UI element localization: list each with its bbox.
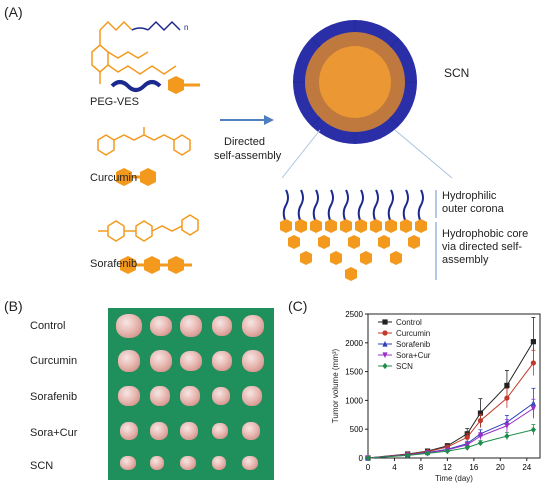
scn-label: SCN — [444, 66, 470, 80]
chart-x-axis-label: Time (day) — [435, 474, 473, 483]
arrow-label-line-1: Directed — [224, 136, 265, 148]
data-point-scn — [365, 454, 371, 462]
tumor-row-label-control: Control — [30, 320, 66, 332]
x-tick-label: 4 — [392, 463, 397, 472]
hydrophobic-label-line-1: Hydrophobic core — [442, 228, 529, 240]
curcumin-label: Curcumin — [90, 172, 138, 184]
panel-c-label: (C) — [288, 298, 308, 314]
y-tick-label: 1500 — [345, 368, 363, 377]
curcumin-cartoon-ring-2 — [140, 168, 156, 186]
x-tick-label: 20 — [496, 463, 505, 472]
x-tick-label: 0 — [366, 463, 371, 472]
legend-label-sorafenib: Sorafenib — [396, 340, 431, 349]
panel-b-label: (B) — [4, 298, 23, 314]
tumor-photo — [108, 308, 274, 480]
series-line-scn — [367, 429, 534, 459]
series-line-curcumin — [367, 362, 534, 459]
curcumin-structure — [97, 127, 191, 156]
legend-label-control: Control — [396, 318, 422, 327]
series-line-sorafenib — [367, 402, 534, 459]
chart-y-axis-label: Tumor volume (mm³) — [331, 348, 340, 423]
data-point-control — [504, 382, 510, 389]
data-point-curcumin — [504, 395, 510, 401]
legend-marker-sora-cur — [382, 352, 388, 359]
arrow-label-line-2: self-assembly — [214, 150, 282, 162]
y-tick-label: 2000 — [345, 339, 363, 348]
sorafenib-structure — [98, 214, 199, 242]
data-point-curcumin — [530, 360, 536, 366]
sorafenib-cartoon-ring-3 — [168, 256, 184, 274]
y-tick-label: 2500 — [345, 310, 363, 319]
scn-nanoparticle — [293, 20, 417, 144]
y-tick-label: 0 — [359, 454, 364, 463]
legend-label-curcumin: Curcumin — [396, 329, 430, 338]
panel-a-label: (A) — [4, 4, 23, 20]
peg-ves-cartoon-ring — [168, 76, 184, 94]
legend-marker-control — [382, 319, 388, 325]
hydrophobic-label-line-3: assembly — [442, 254, 489, 266]
legend-label-scn: SCN — [396, 362, 413, 371]
data-point-sora-cur — [504, 423, 510, 429]
sorafenib-label: Sorafenib — [90, 258, 138, 270]
hydrophobic-core-rings — [280, 219, 427, 281]
data-point-sora-cur — [477, 433, 484, 440]
tumor-row-label-scn: SCN — [30, 460, 54, 472]
legend-marker-curcumin — [382, 330, 388, 336]
sorafenib-cartoon-ring-2 — [144, 256, 160, 274]
tumor-volume-chart: 0 4 8 12 16 20 24 0 500 1000 1500 2000 2500 Control C… — [331, 310, 541, 483]
legend-label-sora-cur: Sora+Cur — [396, 351, 431, 360]
tumor-row-label-curcumin: Curcumin — [30, 355, 78, 367]
sorafenib-cartoon-ring-1 — [120, 256, 136, 274]
data-point-scn — [530, 426, 536, 433]
peg-subscript: n — [184, 23, 188, 32]
x-tick-label: 12 — [443, 463, 452, 472]
peg-ves-label: PEG-VES — [90, 96, 139, 108]
peg-ves-cartoon-chain — [110, 80, 162, 92]
data-point-sora-cur — [530, 405, 536, 412]
data-point-control — [477, 410, 484, 416]
peg-ves-structure — [91, 20, 181, 84]
hydrophilic-label-line-2: outer corona — [442, 203, 504, 215]
chart-plot-frame — [367, 313, 541, 459]
legend-marker-sorafenib — [382, 340, 388, 347]
legend-marker-scn — [382, 362, 388, 370]
data-point-curcumin — [477, 417, 484, 424]
hydrophobic-label-line-2: via directed self- — [442, 241, 523, 253]
data-point-scn — [504, 433, 510, 440]
hydrophilic-label-line-1: Hydrophilic — [442, 190, 497, 202]
tumor-row-label-sorafenib: Sorafenib — [30, 391, 78, 403]
x-tick-label: 16 — [469, 463, 478, 472]
y-tick-label: 500 — [350, 425, 364, 434]
data-point-curcumin — [464, 434, 470, 440]
data-point-scn — [477, 439, 484, 447]
corona-chains — [282, 189, 424, 221]
y-tick-label: 1000 — [345, 396, 363, 405]
data-point-scn — [464, 444, 470, 451]
x-tick-label: 8 — [419, 463, 424, 472]
panel-a-figure: n — [91, 20, 453, 281]
data-point-control — [530, 339, 536, 345]
curcumin-cartoon-ring-1 — [116, 168, 132, 186]
tumor-row-label-sora-cur: Sora+Cur — [30, 427, 78, 439]
x-tick-label: 24 — [522, 463, 531, 472]
